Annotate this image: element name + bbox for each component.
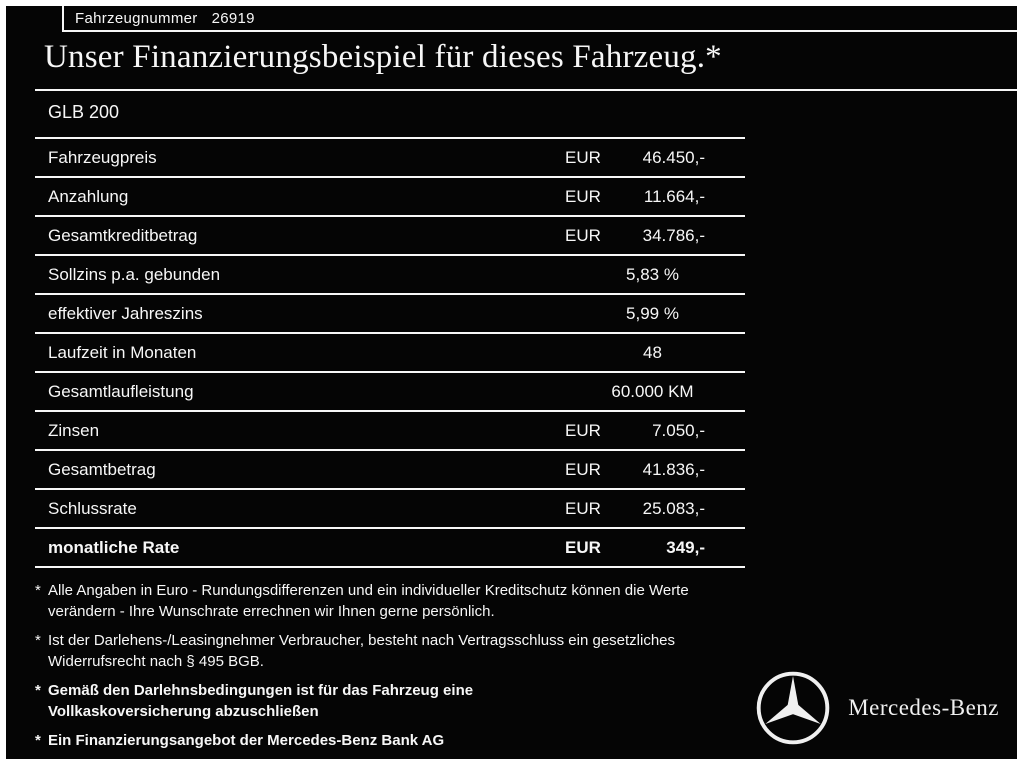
currency-code: EUR <box>565 537 601 557</box>
row-value: 60.000 KM <box>560 382 745 402</box>
finance-table: Fahrzeugpreis EUR 46.450,- Anzahlung EUR… <box>35 137 745 568</box>
table-row-gesamtkreditbetrag: Gesamtkreditbetrag EUR 34.786,- <box>35 215 745 254</box>
row-value: EUR 349,- <box>560 538 745 558</box>
amount: 46.450,- <box>642 147 705 167</box>
asterisk: * <box>35 632 41 649</box>
vehicle-model: GLB 200 <box>48 102 120 122</box>
footnote-vollkasko: * Gemäß den Darlehnsbedingungen ist für … <box>35 680 608 722</box>
header-corner-line <box>62 6 64 31</box>
table-row-zinsen: Zinsen EUR 7.050,- <box>35 410 745 449</box>
amount: 7.050,- <box>652 420 705 440</box>
table-row-jahreszins: effektiver Jahreszins 5,99 % <box>35 293 745 332</box>
table-row-gesamtlaufleistung: Gesamtlaufleistung 60.000 KM <box>35 371 745 410</box>
page-title: Unser Finanzierungsbeispiel für dieses F… <box>44 39 722 75</box>
mercedes-star-icon <box>756 671 830 745</box>
row-value: 5,99 % <box>560 304 745 324</box>
content-area: Fahrzeugnummer 26919 Unser Finanzierungs… <box>6 6 1017 759</box>
footnote-text: Alle Angaben in Euro - Rundungsdifferenz… <box>48 582 689 620</box>
footnote-rounding: * Alle Angaben in Euro - Rundungsdiffere… <box>35 580 747 622</box>
row-label: Anzahlung <box>48 186 129 206</box>
row-label: effektiver Jahreszins <box>48 303 203 323</box>
table-row-sollzins: Sollzins p.a. gebunden 5,83 % <box>35 254 745 293</box>
row-value: EUR 34.786,- <box>560 226 745 246</box>
row-label: Zinsen <box>48 420 100 440</box>
amount: 5,99 % <box>626 303 679 323</box>
amount: 41.836,- <box>642 459 705 479</box>
footnote-bank: * Ein Finanzierungsangebot der Mercedes-… <box>35 730 747 751</box>
footnote-text: Ein Finanzierungsangebot der Mercedes-Be… <box>48 732 445 749</box>
amount: 349,- <box>666 537 705 557</box>
row-value: EUR 25.083,- <box>560 499 745 519</box>
vehicle-number: Fahrzeugnummer 26919 <box>75 10 255 27</box>
row-label: monatliche Rate <box>48 537 180 557</box>
row-label: Schlussrate <box>48 498 137 518</box>
row-value: 48 <box>560 343 745 363</box>
asterisk: * <box>35 582 41 599</box>
row-value: 5,83 % <box>560 265 745 285</box>
table-row-fahrzeugpreis: Fahrzeugpreis EUR 46.450,- <box>35 137 745 176</box>
row-label: Gesamtlaufleistung <box>48 381 194 401</box>
title-divider-line <box>35 89 1017 91</box>
row-value: EUR 11.664,- <box>560 187 745 207</box>
table-row-schlussrate: Schlussrate EUR 25.083,- <box>35 488 745 527</box>
vehicle-number-value: 26919 <box>211 10 255 27</box>
currency-code: EUR <box>565 498 601 518</box>
amount: 25.083,- <box>642 498 705 518</box>
amount: 48 <box>643 342 662 362</box>
currency-code: EUR <box>565 186 601 206</box>
brand-name: Mercedes-Benz <box>848 695 999 720</box>
footnote-text: Ist der Darlehens-/Leasingnehmer Verbrau… <box>48 632 676 670</box>
row-label: Gesamtkreditbetrag <box>48 225 198 245</box>
amount: 34.786,- <box>642 225 705 245</box>
currency-code: EUR <box>565 420 601 440</box>
table-row-monatliche-rate: monatliche Rate EUR 349,- <box>35 527 745 568</box>
asterisk: * <box>35 732 41 749</box>
currency-code: EUR <box>565 459 601 479</box>
footnote-text: Gemäß den Darlehnsbedingungen ist für da… <box>48 682 474 720</box>
table-row-anzahlung: Anzahlung EUR 11.664,- <box>35 176 745 215</box>
amount: 5,83 % <box>626 264 679 284</box>
amount: 11.664,- <box>643 186 705 206</box>
row-value: EUR 46.450,- <box>560 148 745 168</box>
amount: 60.000 KM <box>611 381 694 401</box>
asterisk: * <box>35 682 41 699</box>
brand-area: Mercedes-Benz <box>754 669 999 747</box>
row-label: Fahrzeugpreis <box>48 147 157 167</box>
row-label: Sollzins p.a. gebunden <box>48 264 221 284</box>
footnote-widerrufsrecht: * Ist der Darlehens-/Leasingnehmer Verbr… <box>35 630 703 672</box>
currency-code: EUR <box>565 147 601 167</box>
table-row-laufzeit: Laufzeit in Monaten 48 <box>35 332 745 371</box>
footnotes: * Alle Angaben in Euro - Rundungsdiffere… <box>35 580 747 759</box>
currency-code: EUR <box>565 225 601 245</box>
row-value: EUR 7.050,- <box>560 421 745 441</box>
table-row-gesamtbetrag: Gesamtbetrag EUR 41.836,- <box>35 449 745 488</box>
row-label: Gesamtbetrag <box>48 459 156 479</box>
header-divider-line <box>62 30 1017 32</box>
row-label: Laufzeit in Monaten <box>48 342 197 362</box>
row-value: EUR 41.836,- <box>560 460 745 480</box>
vehicle-number-label: Fahrzeugnummer <box>75 10 198 27</box>
